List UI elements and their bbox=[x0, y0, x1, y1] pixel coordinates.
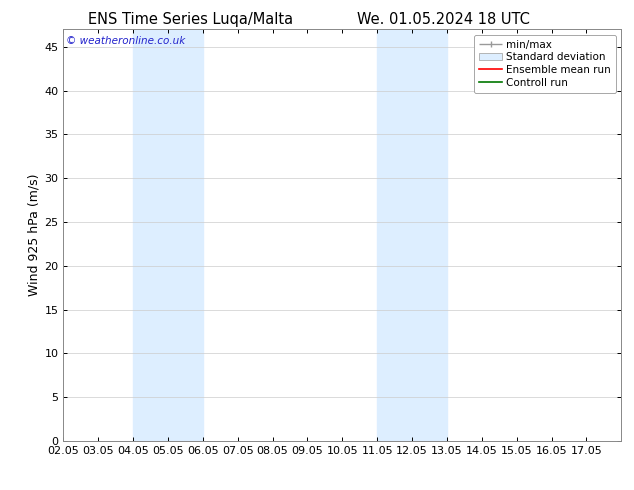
Legend: min/max, Standard deviation, Ensemble mean run, Controll run: min/max, Standard deviation, Ensemble me… bbox=[474, 35, 616, 93]
Text: ENS Time Series Luqa/Malta: ENS Time Series Luqa/Malta bbox=[87, 12, 293, 27]
Text: © weatheronline.co.uk: © weatheronline.co.uk bbox=[66, 36, 185, 46]
Bar bbox=[133, 29, 203, 441]
Y-axis label: Wind 925 hPa (m/s): Wind 925 hPa (m/s) bbox=[27, 174, 40, 296]
Text: We. 01.05.2024 18 UTC: We. 01.05.2024 18 UTC bbox=[358, 12, 530, 27]
Bar bbox=[377, 29, 447, 441]
